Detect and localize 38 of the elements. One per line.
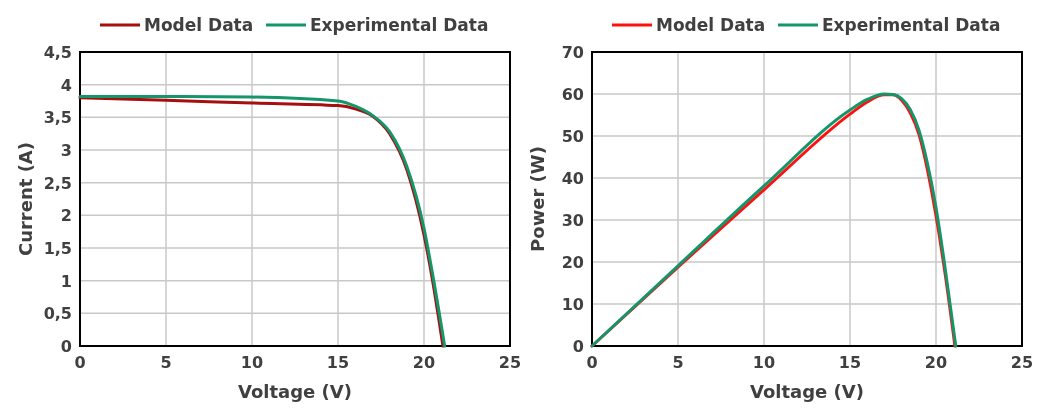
y-tick-label: 1	[60, 271, 72, 291]
x-tick-label: 20	[924, 353, 948, 372]
x-tick-label: 25	[498, 353, 522, 372]
x-tick-label: 5	[672, 353, 684, 372]
y-tick-label: 4,5	[43, 43, 72, 62]
y-tick-label: 2	[60, 206, 72, 226]
y-axis-title: Current (A)	[15, 141, 36, 257]
y-tick-label: 70	[561, 43, 584, 62]
x-tick-label: 10	[240, 353, 264, 372]
y-tick-label: 3,5	[43, 108, 72, 128]
x-tick-label: 10	[752, 353, 776, 372]
legend-label: Experimental Data	[310, 15, 489, 35]
y-tick-label: 30	[561, 211, 584, 230]
legend-label: Experimental Data	[822, 15, 1001, 35]
y-tick-label: 0	[60, 337, 72, 356]
legend-label: Model Data	[144, 15, 254, 35]
x-axis-title: Voltage (V)	[238, 381, 352, 402]
y-tick-label: 40	[561, 169, 584, 188]
y-tick-label: 0	[572, 337, 584, 356]
y-tick-label: 3	[60, 141, 72, 160]
x-tick-label: 20	[412, 353, 436, 372]
y-tick-label: 4	[60, 75, 72, 95]
y-tick-label: 2,5	[43, 173, 72, 193]
y-tick-label: 50	[561, 127, 584, 146]
y-tick-label: 60	[561, 85, 584, 104]
y-tick-label: 1,5	[43, 239, 72, 258]
y-tick-label: 0,5	[43, 304, 72, 324]
x-tick-label: 15	[326, 353, 350, 372]
y-tick-label: 20	[561, 253, 584, 272]
y-tick-label: 10	[561, 295, 584, 314]
x-tick-label: 0	[586, 353, 598, 372]
legend-label: Model Data	[656, 15, 766, 35]
y-axis-title: Power (W)	[527, 146, 548, 252]
x-tick-label: 15	[838, 353, 862, 372]
x-tick-label: 5	[160, 353, 172, 372]
x-tick-label: 25	[1010, 353, 1034, 372]
x-tick-label: 0	[74, 353, 86, 372]
x-axis-title: Voltage (V)	[750, 381, 864, 402]
